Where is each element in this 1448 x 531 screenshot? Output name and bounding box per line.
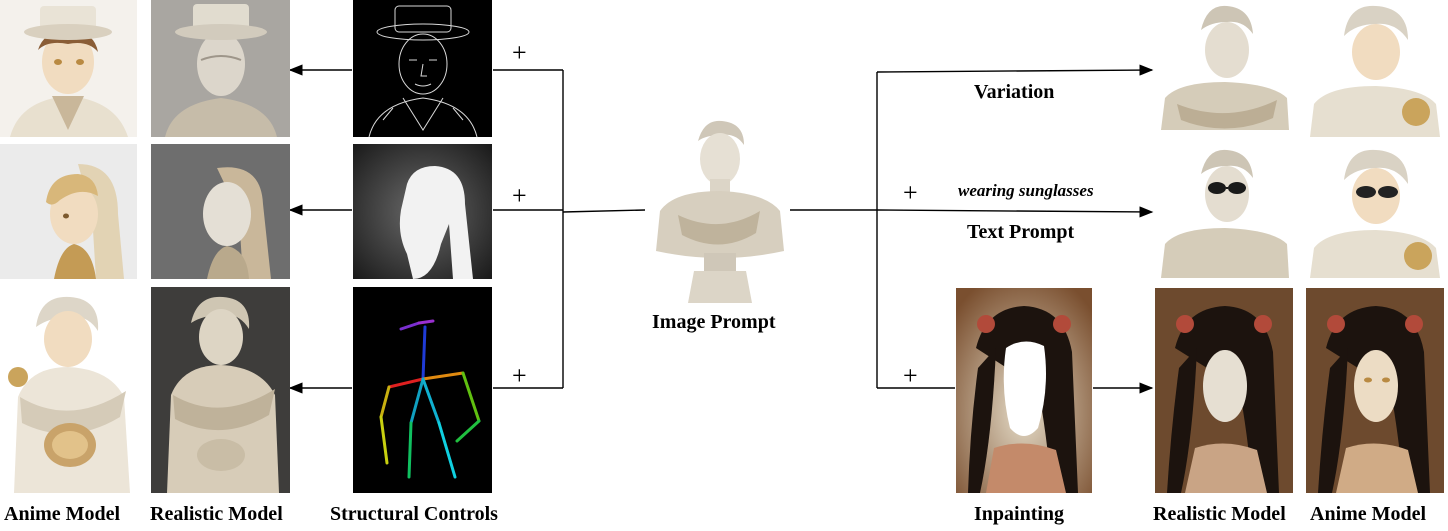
anime-image-headscarf [0, 144, 137, 279]
mask-icon [956, 288, 1092, 493]
image-prompt-bust [648, 115, 790, 305]
variation-realistic-bust [1157, 0, 1293, 137]
depth-map-icon [353, 144, 492, 279]
inpainting-masked-image [956, 288, 1092, 493]
plus-sign-top: + [512, 38, 527, 67]
inpainting-realistic-result [1155, 288, 1293, 493]
realistic-image-toga [151, 287, 290, 493]
inpainting-anime-result [1306, 288, 1444, 493]
realistic-model-label-right: Realistic Model [1153, 503, 1286, 525]
plus-sign-inpainting: + [903, 361, 918, 390]
anime-model-label-left: Anime Model [4, 503, 121, 525]
realistic-model-label-left: Realistic Model [150, 503, 283, 525]
inpainting-label: Inpainting [974, 503, 1065, 525]
anime-model-label-right: Anime Model [1310, 503, 1427, 525]
edge-map-control [353, 0, 492, 137]
plus-sign-text-prompt: + [903, 178, 918, 207]
realistic-image-headscarf [151, 144, 290, 279]
structural-controls-label: Structural Controls [330, 503, 498, 525]
text-prompt-label: Text Prompt [967, 221, 1075, 243]
anime-image-top-hat [0, 0, 137, 137]
text-prompt-content: wearing sunglasses [958, 181, 1094, 200]
plus-sign-middle: + [512, 181, 527, 210]
pose-skeleton-icon [353, 287, 492, 493]
depth-map-control [353, 144, 492, 279]
pose-control [353, 287, 492, 493]
sunglasses-realistic-bust [1157, 144, 1293, 278]
variation-anime-bust [1306, 0, 1444, 137]
sunglasses-icon [1208, 182, 1246, 194]
anime-image-toga [0, 287, 137, 493]
realistic-image-top-hat [151, 0, 290, 137]
variation-label: Variation [974, 81, 1055, 103]
plus-sign-bottom: + [512, 361, 527, 390]
edge-map-icon [353, 0, 492, 137]
image-prompt-label: Image Prompt [652, 311, 776, 333]
sunglasses-anime-bust [1306, 144, 1444, 278]
